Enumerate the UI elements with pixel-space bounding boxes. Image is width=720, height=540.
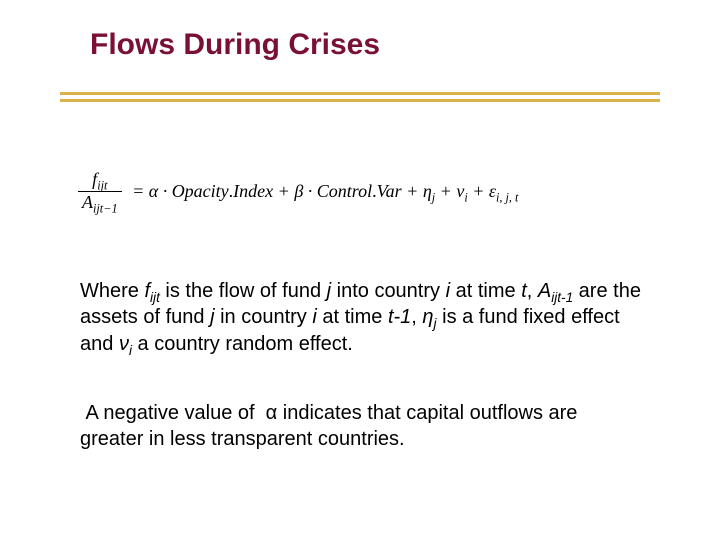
underline-line-bottom: [60, 99, 660, 102]
equation-rhs: = α · Opacity.Index + β · Control.Var + …: [132, 181, 518, 202]
explanation-paragraph-1: Where fijt is the flow of fund j into co…: [80, 278, 645, 357]
regression-equation: fijt Aijt−1 = α · Opacity.Index + β · Co…: [78, 170, 518, 213]
equation-fraction: fijt Aijt−1: [78, 170, 122, 213]
equation-denominator: Aijt−1: [78, 193, 122, 213]
explanation-paragraph-2: A negative value of α indicates that cap…: [80, 400, 645, 453]
slide-title: Flows During Crises: [90, 28, 380, 62]
equation-numerator: fijt: [78, 170, 122, 190]
underline-line-top: [60, 92, 660, 95]
title-underline: [60, 92, 660, 102]
